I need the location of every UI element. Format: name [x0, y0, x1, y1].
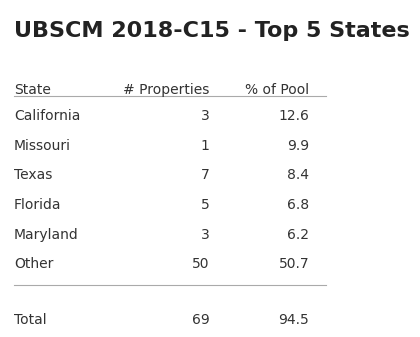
Text: % of Pool: % of Pool: [245, 83, 309, 97]
Text: 6.8: 6.8: [287, 198, 309, 212]
Text: 69: 69: [192, 313, 210, 327]
Text: 9.9: 9.9: [287, 139, 309, 153]
Text: 50: 50: [192, 257, 210, 271]
Text: State: State: [14, 83, 51, 97]
Text: 5: 5: [201, 198, 210, 212]
Text: 1: 1: [201, 139, 210, 153]
Text: 3: 3: [201, 109, 210, 123]
Text: 6.2: 6.2: [287, 228, 309, 242]
Text: 12.6: 12.6: [278, 109, 309, 123]
Text: Maryland: Maryland: [14, 228, 79, 242]
Text: 94.5: 94.5: [278, 313, 309, 327]
Text: Texas: Texas: [14, 168, 52, 183]
Text: 8.4: 8.4: [287, 168, 309, 183]
Text: # Properties: # Properties: [123, 83, 210, 97]
Text: Total: Total: [14, 313, 47, 327]
Text: Other: Other: [14, 257, 53, 271]
Text: 50.7: 50.7: [278, 257, 309, 271]
Text: 3: 3: [201, 228, 210, 242]
Text: UBSCM 2018-C15 - Top 5 States: UBSCM 2018-C15 - Top 5 States: [14, 21, 410, 40]
Text: California: California: [14, 109, 81, 123]
Text: 7: 7: [201, 168, 210, 183]
Text: Florida: Florida: [14, 198, 62, 212]
Text: Missouri: Missouri: [14, 139, 71, 153]
